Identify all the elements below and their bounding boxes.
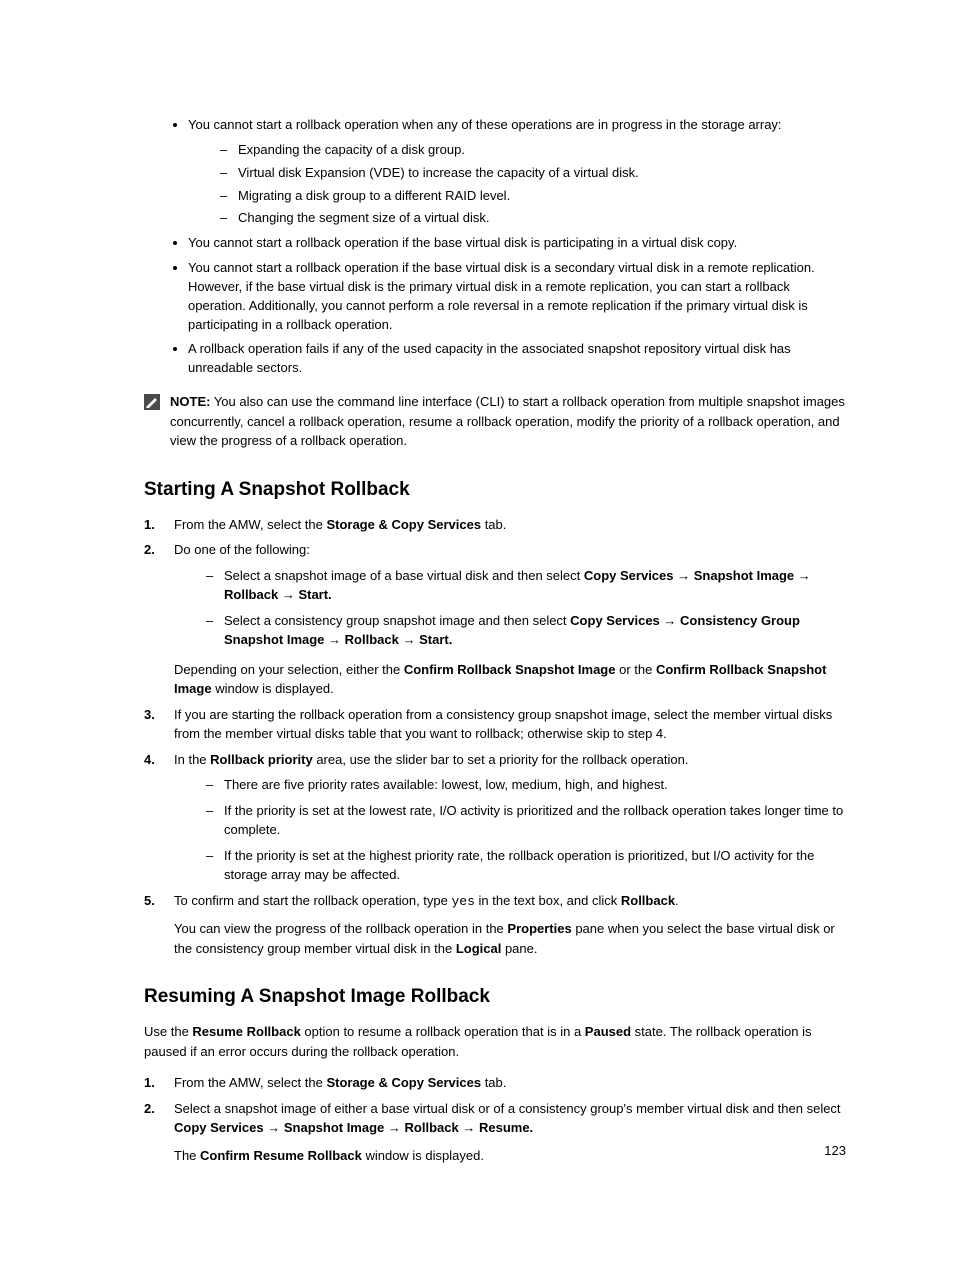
steps-list: From the AMW, select the Storage & Copy … — [144, 1073, 846, 1165]
step-continuation: Depending on your selection, either the … — [174, 660, 846, 699]
list-item: If the priority is set at the lowest rat… — [224, 801, 846, 840]
step-item: From the AMW, select the Storage & Copy … — [144, 515, 846, 535]
list-item: Expanding the capacity of a disk group. — [238, 141, 846, 160]
sub-list: There are five priority rates available:… — [174, 775, 846, 885]
step-continuation: The Confirm Resume Rollback window is di… — [174, 1146, 846, 1166]
sub-list: Expanding the capacity of a disk group. … — [188, 141, 846, 228]
list-item: Virtual disk Expansion (VDE) to increase… — [238, 164, 846, 183]
page-number: 123 — [824, 1143, 846, 1158]
section-heading-resuming-rollback: Resuming A Snapshot Image Rollback — [144, 986, 846, 1008]
step-item: Do one of the following: Select a snapsh… — [144, 540, 846, 699]
step-item: Select a snapshot image of either a base… — [144, 1099, 846, 1166]
note-text: NOTE: You also can use the command line … — [170, 392, 846, 451]
list-item: There are five priority rates available:… — [224, 775, 846, 795]
intro-paragraph: Use the Resume Rollback option to resume… — [144, 1022, 846, 1061]
step-item: In the Rollback priority area, use the s… — [144, 750, 846, 885]
list-item: Select a snapshot image of a base virtua… — [224, 566, 846, 605]
list-text: You cannot start a rollback operation wh… — [188, 117, 782, 132]
list-item: Migrating a disk group to a different RA… — [238, 187, 846, 206]
list-item: If the priority is set at the highest pr… — [224, 846, 846, 885]
list-item: Changing the segment size of a virtual d… — [238, 209, 846, 228]
note-block: NOTE: You also can use the command line … — [144, 392, 846, 451]
section-heading-starting-rollback: Starting A Snapshot Rollback — [144, 479, 846, 501]
list-item: You cannot start a rollback operation if… — [188, 259, 846, 334]
sub-list: Select a snapshot image of a base virtua… — [174, 566, 846, 650]
note-label: NOTE: — [170, 394, 210, 409]
list-item: Select a consistency group snapshot imag… — [224, 611, 846, 650]
constraint-list: You cannot start a rollback operation wh… — [144, 116, 846, 378]
step-item: To confirm and start the rollback operat… — [144, 891, 846, 959]
step-item: If you are starting the rollback operati… — [144, 705, 846, 744]
note-icon — [144, 394, 160, 410]
list-item: A rollback operation fails if any of the… — [188, 340, 846, 378]
document-page: You cannot start a rollback operation wh… — [0, 0, 954, 1268]
list-item: You cannot start a rollback operation wh… — [188, 116, 846, 228]
note-body: You also can use the command line interf… — [170, 394, 845, 448]
list-item: You cannot start a rollback operation if… — [188, 234, 846, 253]
step-continuation: You can view the progress of the rollbac… — [174, 919, 846, 958]
steps-list: From the AMW, select the Storage & Copy … — [144, 515, 846, 959]
step-item: From the AMW, select the Storage & Copy … — [144, 1073, 846, 1093]
